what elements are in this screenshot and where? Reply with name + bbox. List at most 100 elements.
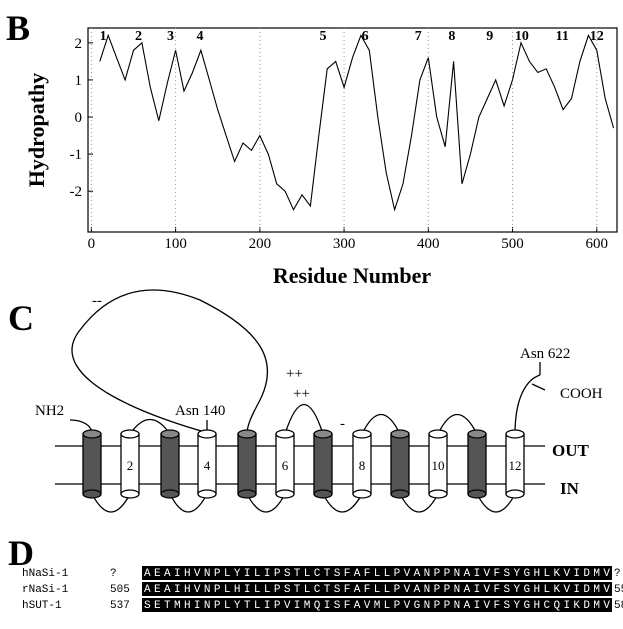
helices: 2 4 6 8 10 12 [82, 429, 525, 499]
helix-annotation: 4 [197, 29, 204, 44]
topology-panel: C 2 4 6 8 10 12 -- ++ ++ - Asn 140 Asn 622 NH… [8, 289, 603, 513]
side-label: OUT [552, 441, 590, 460]
helix-cap [505, 489, 525, 499]
alignment-panel: D hNaSi-1? AEAIHVNPLYILIPSTLCTSFAFLLPVANP… [8, 533, 623, 612]
y-tick-label: 0 [75, 110, 83, 126]
helix-cap [120, 429, 140, 439]
c-terminus [514, 374, 541, 435]
helix-annotation: 8 [448, 29, 455, 44]
helix-number: 8 [359, 458, 366, 473]
helix-annotation: 1 [100, 29, 107, 44]
helix [237, 433, 257, 495]
y-tick-label: 2 [75, 36, 83, 52]
helix-annotation: 11 [556, 29, 569, 44]
sequence-block [142, 582, 612, 596]
side-label: IN [560, 479, 580, 498]
helix-annotation: 10 [515, 29, 529, 44]
helix-cap [428, 429, 448, 439]
sequence-end: ? [614, 568, 621, 580]
helix-number: 12 [509, 458, 522, 473]
helix-cap [197, 489, 217, 499]
sequence-name: hNaSi-1 [22, 568, 69, 580]
helix-annotation: 6 [362, 29, 369, 44]
terminus-label: NH2 [35, 403, 64, 419]
helix [160, 433, 180, 495]
glycosylation-mark [531, 362, 546, 391]
big-loop [71, 289, 269, 435]
loop [361, 414, 401, 435]
panel-label: D [8, 533, 34, 573]
y-axis-label: Hydropathy [24, 73, 49, 188]
sequence-start: 505 [110, 584, 130, 596]
helix [390, 433, 410, 495]
x-tick-label: 100 [164, 236, 187, 252]
helix-annotation: 2 [135, 29, 142, 44]
sequence-end: 58 [614, 600, 623, 612]
x-tick-label: 0 [88, 236, 96, 252]
helix-cap [275, 429, 295, 439]
helix-cap [467, 429, 487, 439]
charge: -- [92, 293, 102, 309]
x-tick-label: 600 [586, 236, 609, 252]
helix-annotation: 5 [320, 29, 327, 44]
helix-cap [313, 489, 333, 499]
helix-annotation: 3 [167, 29, 174, 44]
x-tick-label: 500 [501, 236, 524, 252]
sequence-block [142, 598, 612, 612]
helix-cap [352, 429, 372, 439]
helix-cap [82, 489, 102, 499]
helix-cap [237, 429, 257, 439]
charge: - [340, 416, 345, 432]
helix-cap [197, 429, 217, 439]
charge: ++ [293, 386, 310, 402]
helix-cap [505, 429, 525, 439]
y-tick-label: 1 [75, 73, 83, 89]
loop [284, 403, 324, 435]
y-tick-label: -1 [70, 147, 83, 163]
helix-cap [82, 429, 102, 439]
helix-cap [352, 489, 372, 499]
helix-cap [237, 489, 257, 499]
x-tick-label: 400 [417, 236, 440, 252]
sequence-name: hSUT-1 [22, 600, 62, 612]
loop [437, 414, 478, 435]
plot-frame [87, 27, 618, 233]
sequence-start: ? [110, 568, 117, 580]
site-label: Asn 622 [520, 346, 570, 362]
helix-number: 2 [127, 458, 134, 473]
x-tick-label: 300 [333, 236, 356, 252]
helix-number: 6 [282, 458, 289, 473]
panel-label: C [8, 298, 34, 338]
helix-cap [275, 489, 295, 499]
panel-label: B [6, 8, 30, 48]
helix-cap [120, 489, 140, 499]
sequence-name: rNaSi-1 [22, 584, 69, 596]
helix [313, 433, 333, 495]
x-tick-label: 200 [249, 236, 272, 252]
helix-cap [160, 489, 180, 499]
helix-cap [313, 429, 333, 439]
helix [82, 433, 102, 495]
helix-number: 10 [432, 458, 445, 473]
helix-annotation: 7 [415, 29, 422, 44]
x-axis-label: Residue Number [273, 263, 432, 288]
terminus-label: COOH [560, 386, 603, 402]
helix-annotation: 9 [486, 29, 493, 44]
y-tick-label: -2 [70, 184, 83, 200]
sequence-start: 537 [110, 600, 130, 612]
hydropathy-line [99, 33, 615, 212]
helix-cap [390, 429, 410, 439]
site-label: Asn 140 [175, 403, 225, 419]
helix-cap [160, 429, 180, 439]
charge: ++ [286, 366, 303, 382]
helix-cap [467, 489, 487, 499]
sequence-block [142, 566, 612, 580]
helix-number: 4 [204, 458, 211, 473]
helix [467, 433, 487, 495]
helix-annotation: 12 [590, 29, 604, 44]
helix-cap [428, 489, 448, 499]
sequence-end: 55 [614, 584, 623, 596]
